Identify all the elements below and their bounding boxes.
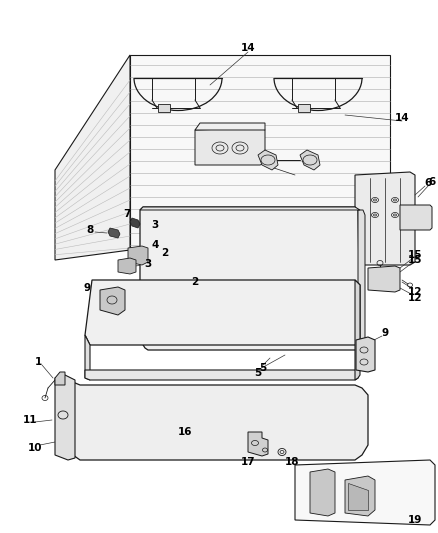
Text: 14: 14 — [395, 113, 410, 123]
Text: 16: 16 — [178, 427, 192, 437]
Polygon shape — [400, 205, 432, 230]
Text: 2: 2 — [191, 277, 198, 287]
Polygon shape — [85, 335, 90, 380]
Text: 4: 4 — [151, 240, 159, 250]
Text: 11: 11 — [23, 415, 37, 425]
Polygon shape — [55, 55, 130, 260]
Polygon shape — [295, 460, 435, 525]
Text: 7: 7 — [124, 209, 131, 219]
Text: 12: 12 — [408, 287, 422, 297]
Text: 5: 5 — [254, 368, 261, 378]
Polygon shape — [100, 287, 125, 315]
Polygon shape — [108, 228, 120, 238]
Text: 10: 10 — [28, 443, 42, 453]
Text: 3: 3 — [145, 259, 152, 269]
Polygon shape — [355, 172, 415, 265]
Text: 9: 9 — [381, 328, 389, 338]
Polygon shape — [348, 483, 368, 510]
Text: 6: 6 — [424, 178, 431, 188]
Text: 1: 1 — [34, 357, 42, 367]
Polygon shape — [248, 432, 268, 456]
Polygon shape — [298, 104, 310, 112]
Text: 12: 12 — [408, 293, 422, 303]
Text: 19: 19 — [408, 515, 422, 525]
Text: 2: 2 — [161, 248, 169, 258]
Polygon shape — [195, 123, 265, 130]
Polygon shape — [356, 337, 375, 372]
Polygon shape — [118, 258, 136, 274]
Text: 17: 17 — [241, 457, 255, 467]
Polygon shape — [128, 246, 148, 265]
Text: 15: 15 — [408, 255, 422, 265]
Polygon shape — [55, 375, 75, 460]
Text: 6: 6 — [428, 177, 436, 187]
Polygon shape — [300, 150, 320, 170]
Polygon shape — [85, 370, 358, 380]
Polygon shape — [368, 266, 400, 292]
Polygon shape — [85, 280, 360, 345]
Polygon shape — [130, 55, 390, 250]
Polygon shape — [140, 207, 360, 350]
Polygon shape — [68, 380, 368, 460]
Polygon shape — [158, 104, 170, 112]
Text: 3: 3 — [152, 220, 159, 230]
Polygon shape — [140, 207, 360, 210]
Polygon shape — [310, 469, 335, 516]
Polygon shape — [258, 150, 278, 170]
Text: 14: 14 — [241, 43, 255, 53]
Polygon shape — [345, 476, 375, 516]
Text: 5: 5 — [259, 363, 267, 373]
Polygon shape — [195, 128, 265, 165]
Text: 9: 9 — [83, 283, 91, 293]
Text: 18: 18 — [285, 457, 299, 467]
Text: 8: 8 — [86, 225, 94, 235]
Polygon shape — [130, 218, 140, 228]
Polygon shape — [355, 280, 360, 380]
Text: 15: 15 — [408, 250, 422, 260]
Polygon shape — [358, 210, 365, 348]
Polygon shape — [55, 372, 65, 385]
